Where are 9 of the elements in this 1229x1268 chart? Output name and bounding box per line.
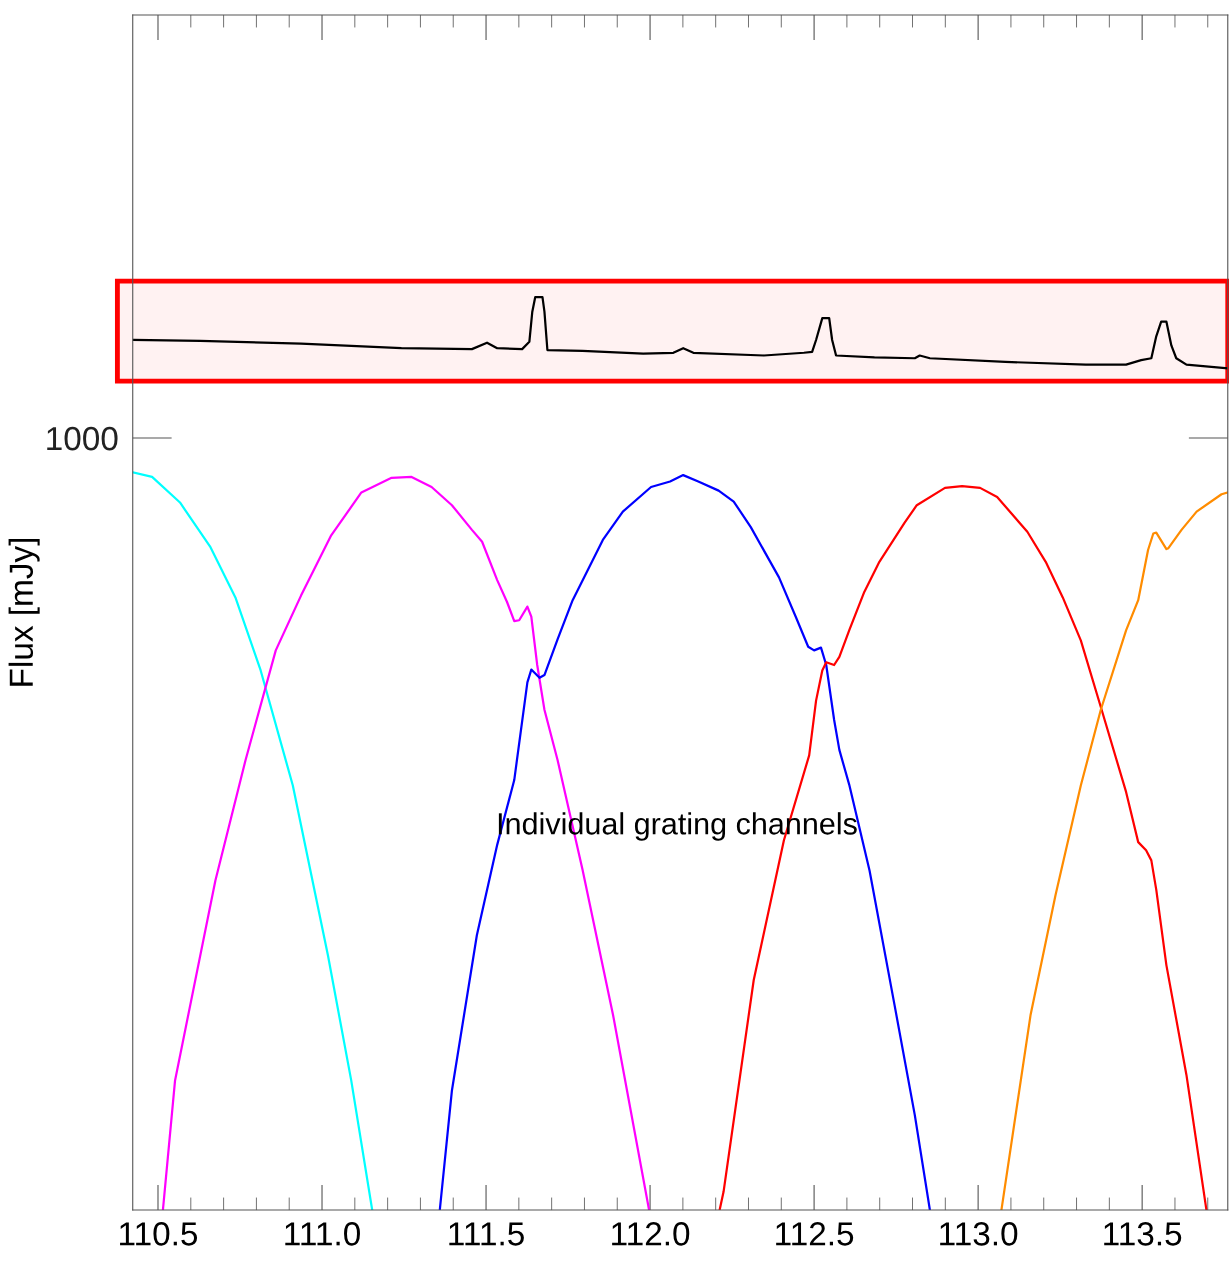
x-tick-label: 110.5 <box>120 1222 198 1246</box>
x-tick-label: 113.5 <box>1104 1222 1182 1246</box>
x-tick-label: 113.0 <box>940 1222 1018 1246</box>
x-tick-label: 111.0 <box>285 1222 360 1246</box>
text: 1000 <box>47 426 118 451</box>
x-tick-label: 112.0 <box>612 1222 690 1246</box>
y-axis-title: Flux [mJy] <box>8 538 40 686</box>
x-tick-label: 111.5 <box>449 1222 524 1246</box>
x-tick-label: 112.5 <box>776 1222 854 1246</box>
